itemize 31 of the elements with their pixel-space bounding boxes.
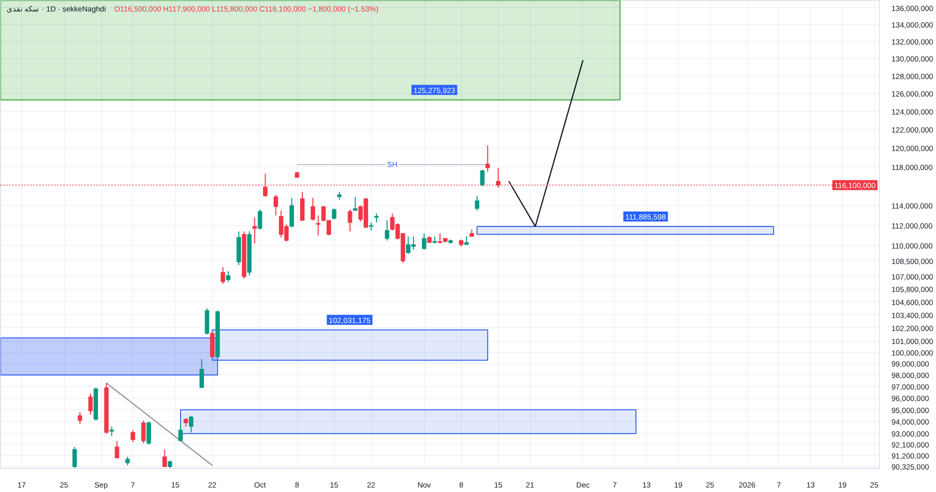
candlestick <box>274 194 278 216</box>
candlestick <box>353 196 358 211</box>
candlestick <box>485 144 490 172</box>
candlestick <box>114 440 120 458</box>
candlestick <box>200 358 204 388</box>
candlestick <box>252 216 257 244</box>
candlestick <box>88 392 93 416</box>
candlestick <box>384 220 390 241</box>
candlestick <box>474 195 480 211</box>
candlestick <box>480 169 485 187</box>
candlestick <box>300 191 305 221</box>
candlestick <box>78 412 82 425</box>
candlestick <box>204 308 210 336</box>
candlestick <box>258 208 262 230</box>
candlestick <box>316 214 320 236</box>
candlestick <box>310 197 316 221</box>
candlestick <box>332 208 336 220</box>
candlestick <box>162 448 167 468</box>
candlestick <box>130 430 136 443</box>
candlestick <box>178 422 183 442</box>
candlestick <box>141 420 146 444</box>
candlestick <box>188 415 194 433</box>
candlestick <box>290 197 294 228</box>
candlestick <box>109 426 114 437</box>
candlestick <box>72 446 77 468</box>
candlestick <box>146 421 151 446</box>
candlestick <box>210 330 215 358</box>
candlestick <box>422 232 426 250</box>
candlestick <box>220 266 226 284</box>
candlestick <box>226 270 230 282</box>
candlestick <box>348 208 352 232</box>
